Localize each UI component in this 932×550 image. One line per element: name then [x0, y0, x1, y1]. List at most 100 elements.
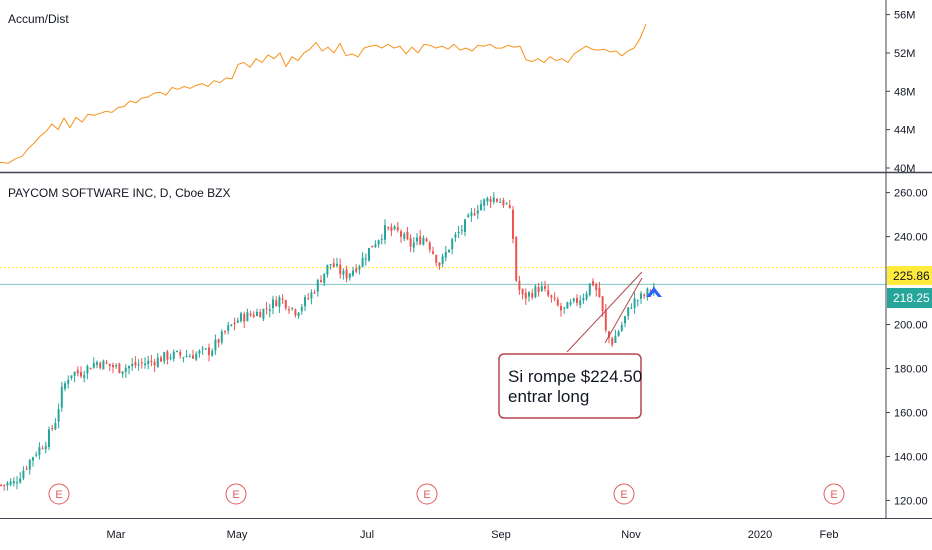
candle-body [281, 298, 284, 300]
svg-text:E: E [232, 489, 239, 501]
price-tick-label: 260.00 [894, 188, 928, 200]
arrow-up-icon[interactable] [646, 287, 662, 297]
candle-body [368, 248, 370, 261]
candle-body [608, 331, 610, 338]
earnings-marker-icon[interactable]: E [613, 483, 635, 505]
candle-body [268, 309, 271, 311]
accum-tick-label: 56M [894, 10, 915, 22]
candle-body [588, 283, 591, 296]
candle-body [51, 428, 54, 429]
candle-body [35, 454, 38, 456]
candle-body [131, 364, 134, 367]
candle-body [467, 214, 470, 218]
accum-tick-label: 44M [894, 125, 915, 137]
candle-body [422, 237, 425, 245]
candle-body [419, 236, 422, 245]
candle-body [403, 234, 406, 239]
last-price-label: 218.25 [893, 291, 930, 305]
svg-text:E: E [423, 489, 430, 501]
candle-body [307, 298, 310, 300]
candle-body [96, 362, 98, 365]
candle-body [342, 270, 345, 275]
candle-body [387, 227, 390, 229]
candle-body [483, 199, 486, 206]
annotation-line-1: Si rompe $224.50 [508, 367, 642, 386]
candle-body [352, 270, 354, 276]
candlestick-series [0, 192, 655, 491]
candle-body [518, 281, 521, 290]
candle-body [233, 322, 236, 325]
candle-body [80, 372, 82, 377]
candle-body [179, 352, 182, 356]
price-y-axis[interactable]: 260.00 240.00 200.00 180.00 160.00 140.00 120.… [885, 172, 932, 518]
candle-body [54, 423, 57, 430]
candle-body [540, 286, 543, 291]
candle-body [480, 204, 482, 211]
candle-body [272, 299, 274, 309]
candle-body [73, 371, 76, 376]
trendline-upper[interactable] [566, 271, 643, 353]
candle-body [6, 482, 9, 486]
candle-body [316, 280, 319, 292]
earnings-marker-icon[interactable]: E [225, 483, 247, 505]
candle-body [553, 297, 556, 299]
earnings-marker-icon[interactable]: E [416, 483, 438, 505]
price-pane-title: PAYCOM SOFTWARE INC, D, Cboe BZX [8, 186, 230, 200]
accum-dist-title: Accum/Dist [8, 12, 69, 26]
candle-body [44, 446, 47, 450]
candle-body [505, 203, 508, 205]
candle-body [329, 264, 332, 266]
candle-body [380, 238, 383, 240]
candle-body [76, 370, 79, 374]
trendline-lower[interactable] [604, 277, 643, 344]
earnings-marker-icon[interactable]: E [48, 483, 70, 505]
candle-body [108, 363, 111, 366]
candle-body [544, 286, 546, 289]
candle-body [614, 336, 617, 343]
candle-body [416, 237, 418, 242]
candle-body [38, 447, 41, 456]
candle-body [361, 257, 364, 267]
candle-body [0, 484, 2, 486]
svg-text:E: E [620, 489, 627, 501]
candle-body [521, 289, 524, 295]
candle-body [259, 311, 262, 318]
candle-body [83, 375, 86, 378]
candle-body [345, 269, 348, 279]
candle-body [22, 470, 25, 479]
price-tick-label: 200.00 [894, 320, 928, 332]
candle-body [246, 312, 249, 322]
candle-body [508, 205, 511, 209]
candle-body [435, 255, 438, 263]
candle-body [3, 484, 6, 486]
candle-body [236, 320, 239, 323]
candle-body [86, 366, 89, 374]
candle-body [515, 237, 518, 281]
candle-body [220, 331, 223, 343]
candle-body [592, 281, 594, 286]
candle-body [19, 478, 22, 483]
annotation-box[interactable] [498, 353, 642, 419]
candle-body [582, 298, 585, 301]
candle-body [640, 293, 642, 299]
candle-body [560, 305, 562, 311]
candle-body [396, 227, 399, 231]
x-tick-label: Feb [820, 529, 839, 541]
candle-body [128, 366, 130, 369]
candle-body [400, 231, 402, 237]
earnings-marker-icon[interactable]: E [823, 483, 845, 505]
svg-text:E: E [55, 489, 62, 501]
candle-body [444, 252, 447, 258]
candle-body [499, 202, 502, 203]
time-x-axis[interactable]: Mar May Jul Sep Nov 2020 Feb [0, 518, 932, 542]
candle-body [572, 298, 575, 302]
candle-body [150, 360, 153, 362]
price-tick-label: 180.00 [894, 363, 928, 375]
candle-body [41, 448, 44, 450]
candle-body [611, 338, 614, 345]
annotation-callout[interactable]: Si rompe $224.50 entrar long [498, 353, 642, 419]
candle-body [304, 297, 306, 307]
accum-dist-pane: Accum/Dist [0, 12, 647, 164]
candle-body [92, 363, 95, 368]
